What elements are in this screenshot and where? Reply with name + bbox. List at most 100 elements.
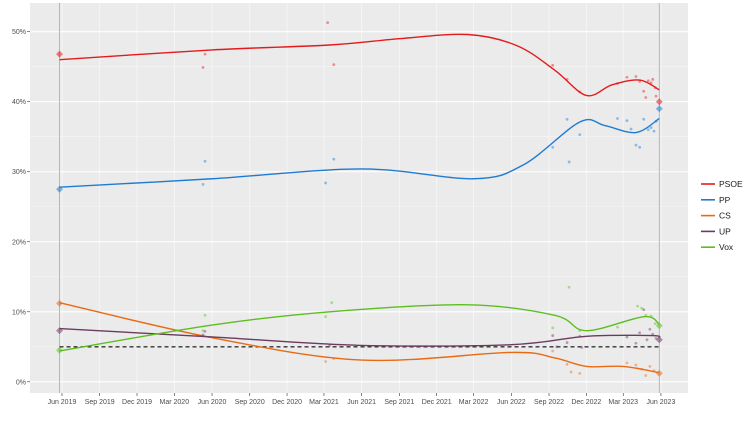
poll-point (651, 77, 655, 81)
x-tick-label: Mar 2020 (160, 399, 190, 406)
poll-point (565, 341, 569, 344)
poll-point (648, 327, 652, 331)
poll-point (565, 117, 569, 121)
poll-point (326, 21, 330, 25)
poll-point (324, 315, 327, 319)
poll-point (642, 89, 646, 93)
axes: Jun 2019 Sep 2019 Dec 2019 Mar 2020 Jun 2020… (12, 29, 675, 406)
poll-point (640, 306, 644, 310)
poll-point (551, 326, 555, 330)
trend-line (59, 304, 660, 352)
x-tick-label: Sep 2020 (235, 399, 265, 406)
legend-label: UP (719, 226, 731, 236)
election-result-marker (655, 322, 663, 330)
poll-point (644, 374, 648, 377)
y-tick-label: 40% (12, 99, 26, 106)
poll-point (324, 360, 327, 363)
poll-point (634, 363, 638, 367)
poll-point (646, 79, 650, 83)
poll-point (578, 133, 582, 137)
x-tick-label: Mar 2023 (608, 399, 638, 406)
poll-point (646, 128, 650, 132)
poll-point (551, 145, 555, 149)
poll-point (634, 75, 638, 78)
x-tick-label: Mar 2022 (459, 399, 489, 406)
poll-point (580, 346, 584, 349)
legend-label: Vox (719, 242, 734, 252)
poll-point (649, 126, 653, 130)
data-marks (56, 3, 663, 393)
x-tick-label: Dec 2020 (272, 399, 302, 406)
series-vox (56, 285, 663, 354)
x-tick-label: Mar 2021 (309, 399, 339, 406)
poll-point (638, 145, 642, 149)
series-up (56, 308, 663, 349)
x-tick-label: Sep 2022 (534, 399, 564, 406)
poll-point (565, 362, 569, 366)
trend-line (59, 33, 660, 97)
election-result-marker (655, 105, 663, 113)
series-psoe (56, 21, 663, 106)
x-tick-label: Jun 2019 (48, 399, 77, 406)
x-tick-label: Dec 2022 (571, 399, 601, 406)
poll-point (567, 285, 571, 289)
election-result-marker (655, 369, 663, 377)
poll-point (654, 94, 658, 98)
poll-point (645, 338, 649, 342)
poll-point (555, 345, 559, 349)
poll-point (569, 370, 573, 374)
y-tick-label: 10% (12, 309, 26, 316)
x-tick-label: Jun 2021 (347, 399, 376, 406)
poll-point (642, 308, 646, 312)
trend-line (59, 117, 660, 188)
poll-point (203, 159, 207, 163)
poll-point (616, 117, 619, 120)
poll-point (648, 364, 652, 368)
poll-point (652, 129, 656, 133)
poll-point (551, 334, 555, 337)
legend: PSOE PP CS UP Vox (701, 179, 743, 252)
poll-point (625, 335, 629, 339)
grid (30, 3, 688, 393)
x-tick-label: Dec 2019 (122, 399, 152, 406)
poll-point (616, 325, 619, 329)
poll-point (332, 63, 336, 67)
election-result-marker (655, 336, 663, 344)
series-pp (56, 105, 663, 193)
x-tick-label: Sep 2019 (85, 399, 115, 406)
poll-point (625, 361, 629, 365)
y-tick-label: 20% (12, 239, 26, 246)
poll-point (629, 127, 633, 131)
poll-point (330, 301, 334, 305)
poll-point (551, 63, 555, 67)
x-tick-label: Sep 2021 (384, 399, 414, 406)
poll-point (625, 75, 629, 79)
x-tick-label: Jun 2023 (647, 399, 676, 406)
election-result-marker (56, 50, 64, 58)
x-tick-label: Dec 2021 (422, 399, 452, 406)
legend-label: PP (719, 195, 731, 205)
x-tick-label: Jun 2022 (497, 399, 526, 406)
legend-label: CS (719, 211, 731, 221)
poll-point (324, 181, 327, 185)
election-result-marker (56, 299, 64, 307)
y-tick-label: 30% (12, 169, 26, 176)
poll-point (651, 332, 655, 336)
poll-point (642, 117, 646, 121)
election-result-marker (56, 346, 64, 354)
poll-point (203, 313, 207, 317)
poll-point (644, 96, 648, 99)
legend-label: PSOE (719, 179, 743, 189)
poll-point (201, 333, 205, 337)
poll-point (201, 329, 205, 333)
poll-point (638, 331, 642, 335)
poll-point (567, 160, 571, 164)
poll-point (332, 157, 336, 161)
poll-point (578, 371, 582, 375)
plot-background (30, 3, 688, 393)
poll-point (201, 182, 205, 186)
poll-point (551, 349, 555, 353)
poll-point (203, 52, 207, 56)
election-result-marker (655, 98, 663, 106)
